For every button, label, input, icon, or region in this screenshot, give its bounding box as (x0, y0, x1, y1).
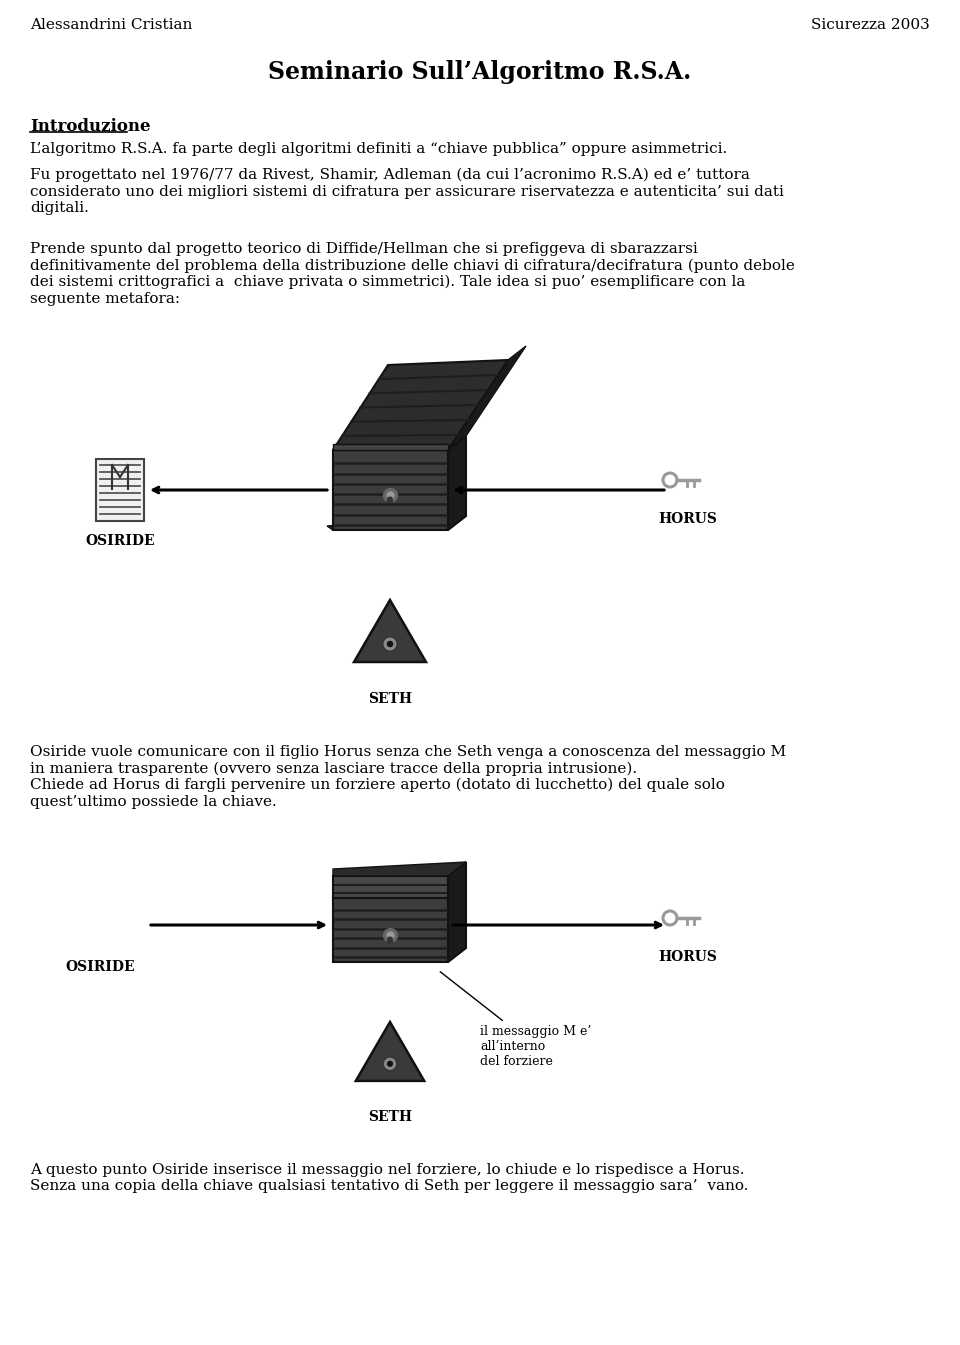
Circle shape (383, 636, 397, 651)
Polygon shape (356, 1022, 424, 1081)
Polygon shape (387, 498, 393, 503)
Polygon shape (327, 516, 466, 530)
Polygon shape (354, 600, 426, 662)
Circle shape (383, 1057, 396, 1071)
Text: Introduzione: Introduzione (30, 118, 151, 134)
Text: HORUS: HORUS (659, 950, 717, 964)
Polygon shape (333, 444, 448, 451)
Text: il messaggio M e’
all’interno
del forziere: il messaggio M e’ all’interno del forzie… (441, 971, 591, 1068)
Text: Fu progettato nel 1976/77 da Rivest, Shamir, Adleman (da cui l’acronimo R.S.A) e: Fu progettato nel 1976/77 da Rivest, Sha… (30, 168, 784, 215)
Polygon shape (448, 436, 466, 530)
Text: Sicurezza 2003: Sicurezza 2003 (811, 17, 930, 32)
Text: HORUS: HORUS (659, 512, 717, 526)
Polygon shape (96, 459, 144, 521)
Circle shape (387, 1061, 393, 1067)
Polygon shape (333, 948, 466, 962)
Text: SETH: SETH (368, 691, 412, 706)
Text: OSIRIDE: OSIRIDE (85, 534, 155, 547)
Text: Seminario Sull’Algoritmo R.S.A.: Seminario Sull’Algoritmo R.S.A. (269, 61, 691, 83)
Text: L’algoritmo R.S.A. fa parte degli algoritmi definiti a “chiave pubblica” oppure : L’algoritmo R.S.A. fa parte degli algori… (30, 143, 728, 156)
Circle shape (387, 640, 394, 647)
Polygon shape (387, 937, 393, 943)
Text: SETH: SETH (368, 1110, 412, 1124)
Polygon shape (333, 862, 466, 876)
Polygon shape (333, 451, 448, 530)
Text: Osiride vuole comunicare con il figlio Horus senza che Seth venga a conoscenza d: Osiride vuole comunicare con il figlio H… (30, 745, 786, 808)
Text: A questo punto Osiride inserisce il messaggio nel forziere, lo chiude e lo rispe: A questo punto Osiride inserisce il mess… (30, 1163, 749, 1193)
Text: Alessandrini Cristian: Alessandrini Cristian (30, 17, 192, 32)
Polygon shape (448, 346, 526, 451)
Text: Prende spunto dal progetto teorico di Diffide/Hellman che si prefiggeva di sbara: Prende spunto dal progetto teorico di Di… (30, 242, 795, 305)
Polygon shape (333, 898, 448, 962)
Polygon shape (333, 360, 508, 451)
Polygon shape (448, 862, 466, 962)
Text: OSIRIDE: OSIRIDE (65, 960, 134, 974)
Polygon shape (333, 876, 448, 898)
